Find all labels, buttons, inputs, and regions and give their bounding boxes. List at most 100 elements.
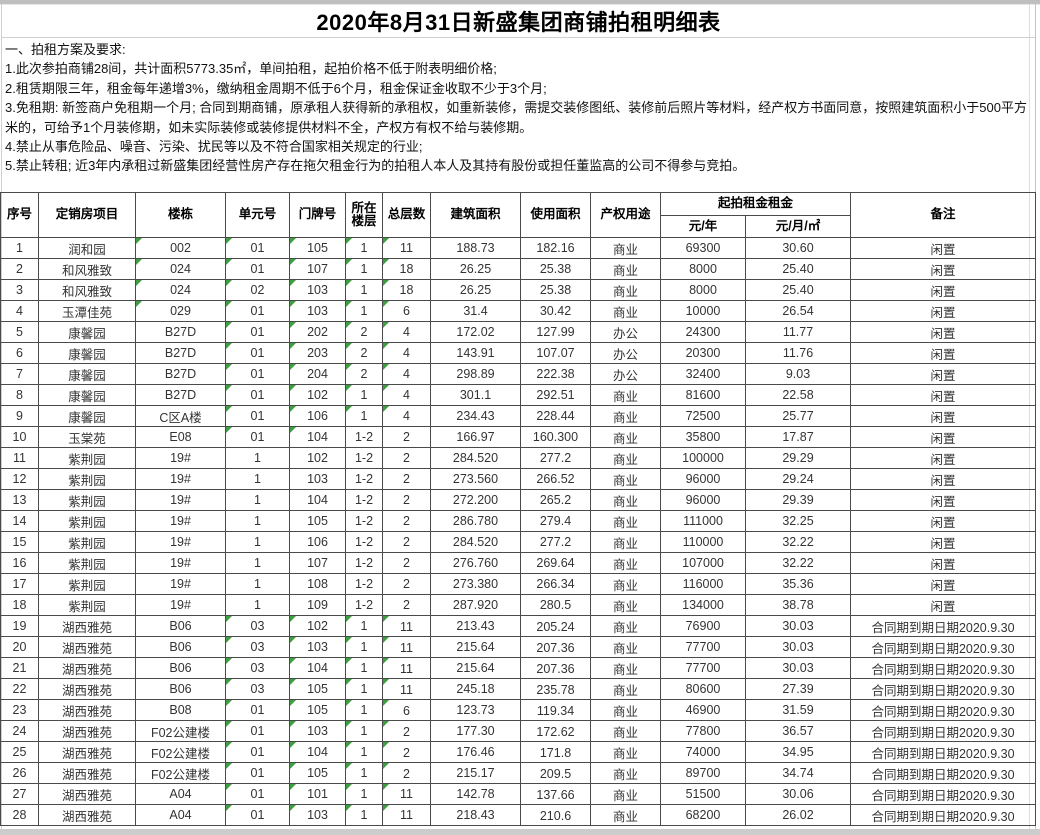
cell-door: 102 bbox=[289, 615, 346, 637]
cell-door: 109 bbox=[289, 594, 346, 616]
cell-no: 16 bbox=[0, 552, 39, 574]
cell-value: 19 bbox=[12, 619, 27, 633]
cell-value: 11 bbox=[400, 620, 413, 634]
cell-value: 6 bbox=[16, 346, 23, 360]
cell-note: 闲置 bbox=[850, 258, 1037, 280]
cell-value: 17 bbox=[12, 577, 27, 591]
cell-total-floors: 2 bbox=[382, 510, 431, 532]
cell-value: 26.25 bbox=[459, 262, 492, 276]
cell-property-use: 商业 bbox=[590, 804, 661, 826]
cell-total-floors: 2 bbox=[382, 594, 431, 616]
cell-floor: 1 bbox=[345, 636, 383, 658]
cell-value: 76900 bbox=[685, 619, 721, 633]
cell-no: 4 bbox=[0, 300, 39, 322]
cell-rent-per-month-sqm: 38.78 bbox=[744, 594, 852, 616]
cell-value: 1-2 bbox=[354, 598, 374, 612]
cell-value: 34.95 bbox=[782, 745, 814, 759]
cell-value: 101 bbox=[307, 787, 328, 801]
cell-value: 湖西雅苑 bbox=[61, 746, 112, 761]
cell-value: 284.520 bbox=[452, 535, 499, 549]
cell-total-floors: 4 bbox=[382, 363, 431, 385]
cell-value: 商业 bbox=[612, 620, 638, 635]
cell-usable-area: 269.64 bbox=[520, 552, 591, 574]
cell-unit: 01 bbox=[225, 741, 290, 763]
cell-floor: 1-2 bbox=[345, 426, 383, 448]
table-row: 26 湖西雅苑 F02公建楼 01 105 1 2 215.17 209.5 商业 89700 34.… bbox=[0, 762, 1037, 784]
cell-value: 康馨园 bbox=[68, 326, 106, 341]
cell-door: 102 bbox=[289, 384, 346, 406]
cell-value: 商业 bbox=[612, 431, 638, 446]
cell-door: 105 bbox=[289, 510, 346, 532]
cell-door: 103 bbox=[289, 720, 346, 742]
col-header-area: 建筑面积 bbox=[430, 192, 521, 238]
table-row: 16 紫荆园 19# 1 107 1-2 2 276.760 269.64 商业 107000 32.… bbox=[0, 552, 1037, 574]
cell-total-floors: 2 bbox=[382, 741, 431, 763]
cell-value: 01 bbox=[250, 745, 265, 759]
cell-total-floors: 2 bbox=[382, 552, 431, 574]
cell-value: 116000 bbox=[682, 577, 724, 591]
cell-unit: 01 bbox=[225, 720, 290, 742]
cell-value: 234.43 bbox=[456, 409, 495, 423]
green-corner-flag-icon bbox=[383, 679, 389, 685]
cell-total-floors: 2 bbox=[382, 447, 431, 469]
cell-value: 207.36 bbox=[536, 662, 575, 676]
green-corner-flag-icon bbox=[290, 343, 296, 349]
cell-rent-per-year: 77700 bbox=[660, 636, 746, 658]
cell-door: 203 bbox=[289, 342, 346, 364]
table-row: 7 康馨园 B27D 01 204 2 4 298.89 222.38 办公 32400 9.03 闲置 bbox=[0, 363, 1037, 385]
table-row: 6 康馨园 B27D 01 203 2 4 143.91 107.07 办公 20300 11.76 闲… bbox=[0, 342, 1037, 364]
cell-value: 77800 bbox=[685, 724, 721, 738]
cell-value: 96000 bbox=[685, 472, 721, 486]
cell-rent-per-year: 77700 bbox=[660, 657, 746, 679]
cell-building: B27D bbox=[135, 342, 226, 364]
cell-value: 闲置 bbox=[930, 284, 956, 299]
cell-value: 2 bbox=[403, 514, 410, 528]
green-corner-flag-icon bbox=[290, 385, 296, 391]
cell-project: 湖西雅苑 bbox=[38, 720, 136, 742]
cell-value: 20300 bbox=[685, 346, 721, 360]
cell-project: 康馨园 bbox=[38, 342, 136, 364]
cell-unit: 1 bbox=[225, 468, 290, 490]
cell-project: 康馨园 bbox=[38, 363, 136, 385]
cell-no: 15 bbox=[0, 531, 39, 553]
cell-value: 209.5 bbox=[539, 767, 572, 781]
cell-rent-per-month-sqm: 29.29 bbox=[744, 447, 852, 469]
cell-note: 合同期到期日期2020.9.30 bbox=[850, 783, 1037, 805]
cell-building-area: 215.64 bbox=[430, 657, 521, 679]
cell-value: 10 bbox=[12, 430, 27, 444]
cell-door: 105 bbox=[289, 762, 346, 784]
cell-floor: 1-2 bbox=[345, 552, 383, 574]
cell-value: 26 bbox=[12, 766, 27, 780]
cell-property-use: 商业 bbox=[590, 405, 661, 427]
cell-project: 湖西雅苑 bbox=[38, 678, 136, 700]
cell-value: 143.91 bbox=[456, 346, 495, 360]
cell-value: 14 bbox=[12, 514, 27, 528]
cell-value: 紫荆园 bbox=[68, 557, 106, 572]
cell-unit: 1 bbox=[225, 531, 290, 553]
cell-value: 51500 bbox=[685, 787, 721, 801]
shop-rental-table: 序号 定销房项目 楼栋 单元号 门牌号 所在楼层 总层数 建筑面积 使用面积 产… bbox=[0, 192, 1037, 826]
cell-value: 106 bbox=[307, 409, 328, 423]
cell-building-area: 287.920 bbox=[430, 594, 521, 616]
cell-rent-per-month-sqm: 26.02 bbox=[744, 804, 852, 826]
cell-door: 103 bbox=[289, 804, 346, 826]
cell-value: 104 bbox=[307, 430, 328, 444]
cell-value: 103 bbox=[307, 472, 328, 486]
table-row: 12 紫荆园 19# 1 103 1-2 2 273.560 266.52 商业 96000 29.2… bbox=[0, 468, 1037, 490]
cell-usable-area: 266.34 bbox=[520, 573, 591, 595]
table-row: 18 紫荆园 19# 1 109 1-2 2 287.920 280.5 商业 134000 38.7… bbox=[0, 594, 1037, 616]
cell-value: 01 bbox=[250, 262, 265, 276]
cell-door: 101 bbox=[289, 783, 346, 805]
cell-value: 32.25 bbox=[782, 514, 814, 528]
cell-note: 合同期到期日期2020.9.30 bbox=[850, 636, 1037, 658]
cell-value: 68200 bbox=[685, 808, 721, 822]
cell-door: 102 bbox=[289, 447, 346, 469]
green-corner-flag-icon bbox=[226, 364, 232, 370]
cell-value: 11 bbox=[400, 787, 413, 801]
cell-rent-per-year: 100000 bbox=[660, 447, 746, 469]
cell-value: 77700 bbox=[685, 640, 721, 654]
cell-note: 闲置 bbox=[850, 237, 1037, 259]
cell-rent-per-month-sqm: 32.22 bbox=[744, 552, 852, 574]
cell-building: B06 bbox=[135, 678, 226, 700]
